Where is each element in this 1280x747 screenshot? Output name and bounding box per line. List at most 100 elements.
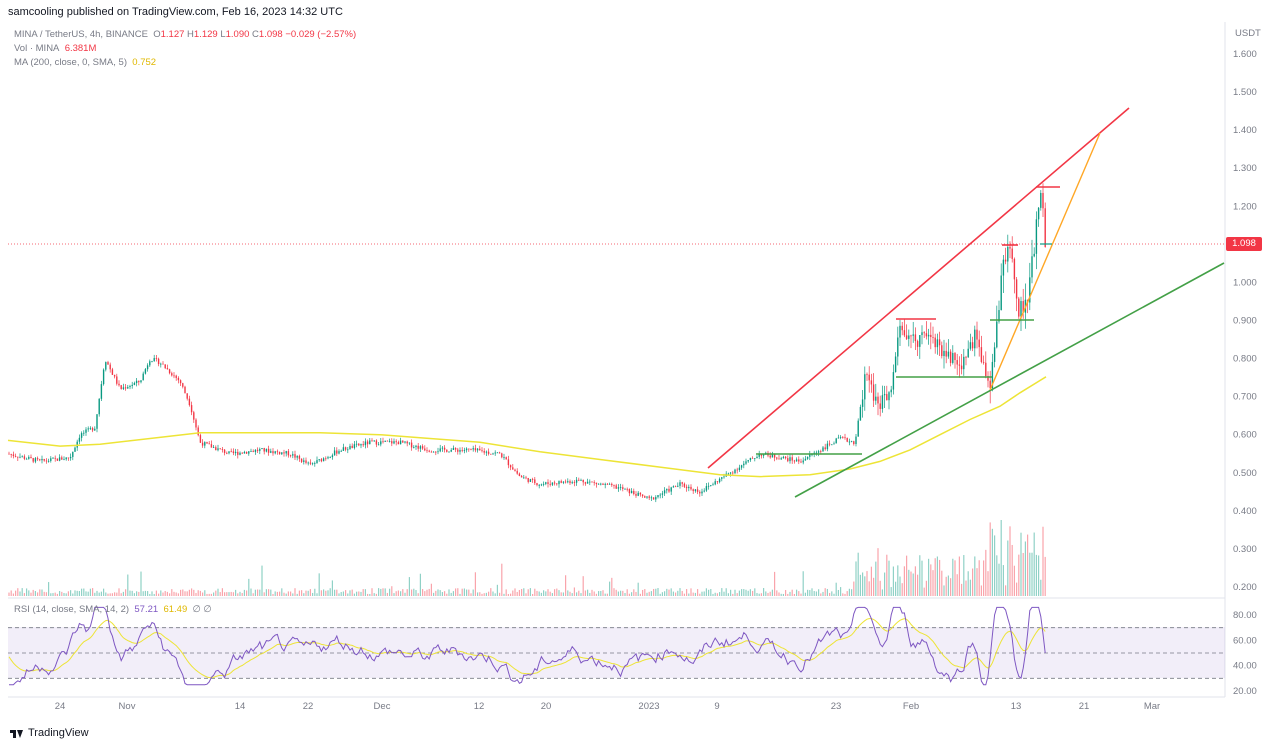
symbol-legend[interactable]: MINA / TetherUS, 4h, BINANCE O1.127 H1.1… <box>14 29 356 40</box>
ma-label[interactable]: MA (200, close, 0, SMA, 5) <box>14 57 127 68</box>
candle-body <box>149 361 151 366</box>
volume-bar <box>386 592 388 596</box>
volume-bar <box>954 560 956 596</box>
volume-bar <box>283 592 285 596</box>
candle-body <box>287 451 290 456</box>
volume-bar <box>991 528 993 596</box>
volume-label[interactable]: Vol · MINA <box>14 43 60 54</box>
candle-body <box>72 451 74 457</box>
candle-body <box>846 437 848 442</box>
rsi-legend[interactable]: RSI (14, close, SMA, 14, 2) 57.21 61.49 … <box>14 604 212 615</box>
time-axis[interactable]: 24 Nov 14 22 Dec 12 20 2023 9 23 Feb 13 21 Mar <box>55 701 1160 712</box>
candle-body <box>69 456 72 459</box>
volume-bar <box>637 582 639 596</box>
volume-bar <box>285 593 287 596</box>
resistance-trendline <box>707 107 1130 469</box>
candle-body <box>454 447 457 450</box>
candle-body <box>272 451 274 454</box>
volume-bar <box>514 588 516 596</box>
candle-body <box>318 459 320 461</box>
candle-body <box>217 448 219 451</box>
candle-body <box>569 481 571 484</box>
rsi-value: 57.21 <box>134 604 159 615</box>
volume-bar <box>144 590 146 596</box>
volume-bar <box>622 590 624 596</box>
candle-body <box>509 465 512 468</box>
candle-body <box>248 451 250 454</box>
candle-body <box>239 452 241 455</box>
volume-legend[interactable]: Vol · MINA 6.381M <box>14 43 96 54</box>
candle-body <box>639 492 642 495</box>
volume-bar <box>930 564 932 596</box>
volume-bar <box>853 581 855 596</box>
candle-body <box>311 463 314 465</box>
volume-bar <box>28 590 30 596</box>
volume-bar <box>510 593 512 596</box>
rsi-label[interactable]: RSI (14, close, SMA, 14, 2) <box>14 604 130 615</box>
candle-body <box>747 460 749 462</box>
candle-body <box>780 458 782 460</box>
ma-legend[interactable]: MA (200, close, 0, SMA, 5) 0.752 <box>14 57 156 68</box>
candle-body <box>476 448 479 451</box>
candle-body <box>831 444 833 446</box>
time-tick-label: Feb <box>903 701 919 712</box>
candle-body <box>993 347 996 362</box>
candle-body <box>448 451 450 453</box>
volume-bar <box>142 591 144 596</box>
candle-body <box>388 441 391 442</box>
candle-body <box>503 457 505 458</box>
tradingview-brand[interactable]: TradingView <box>10 727 89 739</box>
candle-body <box>14 456 17 457</box>
time-tick-label: 12 <box>474 701 485 712</box>
candle-body <box>978 339 980 348</box>
candle-body <box>916 341 919 347</box>
candle-body <box>116 376 118 384</box>
candle-body <box>144 369 147 374</box>
volume-bar <box>796 589 798 596</box>
candle-body <box>839 437 842 438</box>
candle-body <box>215 447 217 451</box>
candle-body <box>652 497 655 500</box>
symbol-name[interactable]: MINA / TetherUS, 4h, BINANCE <box>14 29 148 40</box>
candle-body <box>1042 192 1044 209</box>
volume-bar <box>250 588 252 596</box>
volume-bar <box>50 593 52 596</box>
candle-body <box>710 485 712 486</box>
volume-bar <box>1024 541 1026 596</box>
candle-body <box>157 358 160 365</box>
volume-bar <box>1027 534 1029 596</box>
candle-body <box>578 479 580 481</box>
candle-body <box>822 447 824 452</box>
candle-body <box>864 374 866 400</box>
volume-bar <box>688 593 690 596</box>
volume-bar <box>859 574 861 596</box>
candle-body <box>707 485 710 487</box>
volume-bar <box>118 588 120 596</box>
candle-body <box>791 457 793 461</box>
volume-bar <box>320 590 322 596</box>
candle-body <box>558 481 560 485</box>
candle-body <box>547 482 549 484</box>
price-axis[interactable]: 1.600 1.500 1.400 1.300 1.200 1.000 0.900 0.800… <box>1233 49 1257 697</box>
drawings[interactable] <box>707 107 1225 498</box>
volume-bar <box>397 590 399 596</box>
volume-bar <box>206 593 208 596</box>
volume-bar <box>162 592 164 596</box>
volume-bar <box>296 593 298 596</box>
candle-body <box>771 454 774 458</box>
candle-body <box>153 358 155 362</box>
candle-body <box>465 448 468 451</box>
candle-body <box>701 491 703 494</box>
candle-body <box>289 455 292 457</box>
volume-bar <box>723 591 725 596</box>
volume-bar <box>395 591 397 596</box>
candle-body <box>597 483 600 485</box>
volume-bar <box>659 593 661 596</box>
volume-bar <box>325 590 327 596</box>
volume-bar <box>219 592 221 596</box>
volume-bar <box>958 556 960 596</box>
volume-bar <box>672 591 674 596</box>
volume-bar <box>351 589 353 596</box>
volume-bar <box>747 590 749 596</box>
